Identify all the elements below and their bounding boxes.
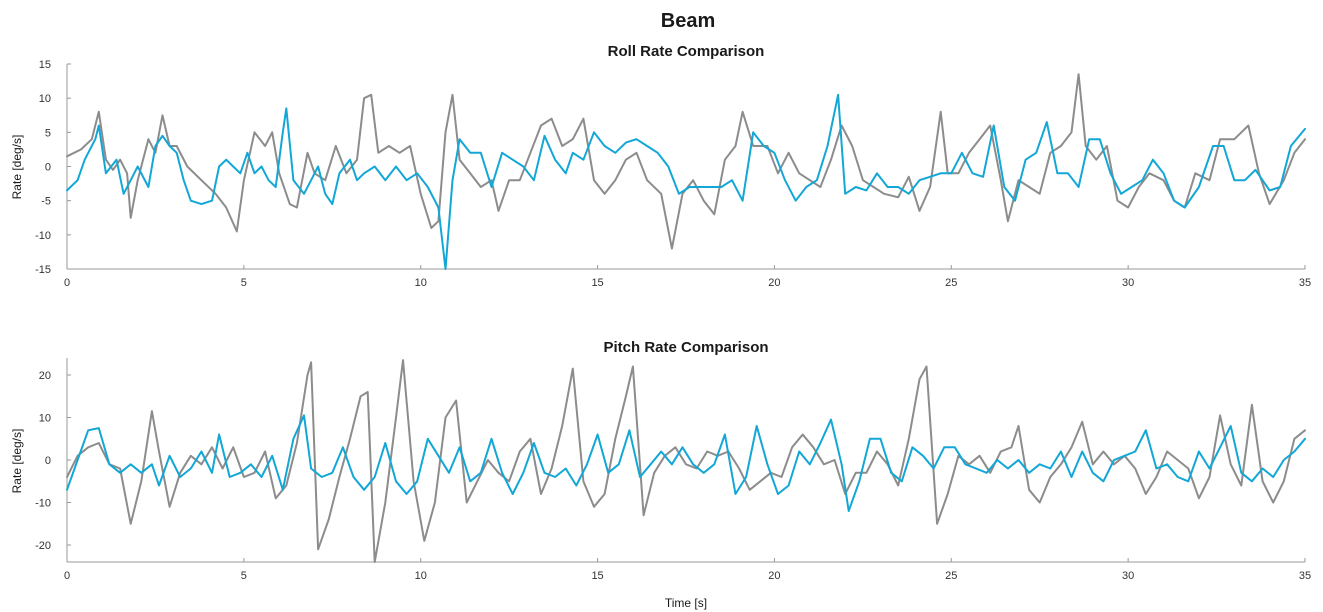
pitch-x-tick-label: 25 (945, 570, 957, 582)
pitch-series-line-blue (66, 414, 1306, 512)
pitch-y-tick-label: -20 (35, 540, 51, 552)
roll-y-tick-label: 15 (39, 59, 51, 71)
roll-x-tick-label: 25 (945, 277, 957, 289)
pitch-x-tick-label: 0 (64, 570, 70, 582)
pitch-x-tick-label: 10 (415, 570, 427, 582)
pitch-y-axis-label: Rate [deg/s] (10, 429, 24, 494)
roll-x-tick-label: 5 (241, 277, 247, 289)
roll-series-line-blue (66, 93, 1306, 270)
roll-y-tick-label: 0 (45, 162, 51, 174)
pitch-x-tick-label: 30 (1122, 570, 1134, 582)
roll-rate-panel: Roll Rate Comparison Rate [deg/s] 0 5 10 15… (10, 43, 1311, 289)
pitch-y-tick-label: 10 (39, 413, 51, 425)
roll-chart-title: Roll Rate Comparison (608, 43, 765, 60)
figure-title: Beam (661, 10, 715, 32)
roll-y-tick-label: -5 (41, 196, 51, 208)
roll-y-tick-label: -15 (35, 264, 51, 276)
roll-y-axis-label: Rate [deg/s] (10, 135, 24, 200)
pitch-x-axis-label: Time [s] (665, 596, 707, 610)
roll-x-tick-label: 0 (64, 277, 70, 289)
roll-y-tick-label: -10 (35, 230, 51, 242)
roll-series-line-gray (66, 73, 1306, 250)
pitch-chart-title: Pitch Rate Comparison (603, 339, 768, 356)
pitch-x-tick-label: 35 (1299, 570, 1311, 582)
roll-x-tick-label: 15 (591, 277, 603, 289)
roll-x-tick-label: 30 (1122, 277, 1134, 289)
roll-y-tick-label: 5 (45, 127, 51, 139)
pitch-x-tick-label: 5 (241, 570, 247, 582)
pitch-x-tick-label: 15 (591, 570, 603, 582)
roll-x-tick-label: 10 (415, 277, 427, 289)
pitch-series-line-gray (66, 359, 1306, 563)
pitch-y-tick-label: -10 (35, 498, 51, 510)
pitch-x-tick-label: 20 (768, 570, 780, 582)
pitch-y-tick-label: 20 (39, 370, 51, 382)
roll-x-tick-label: 20 (768, 277, 780, 289)
roll-y-tick-label: 10 (39, 93, 51, 105)
pitch-rate-panel: Pitch Rate Comparison Rate [deg/s] Time … (10, 339, 1311, 610)
roll-x-tick-label: 35 (1299, 277, 1311, 289)
pitch-y-tick-label: 0 (45, 455, 51, 467)
